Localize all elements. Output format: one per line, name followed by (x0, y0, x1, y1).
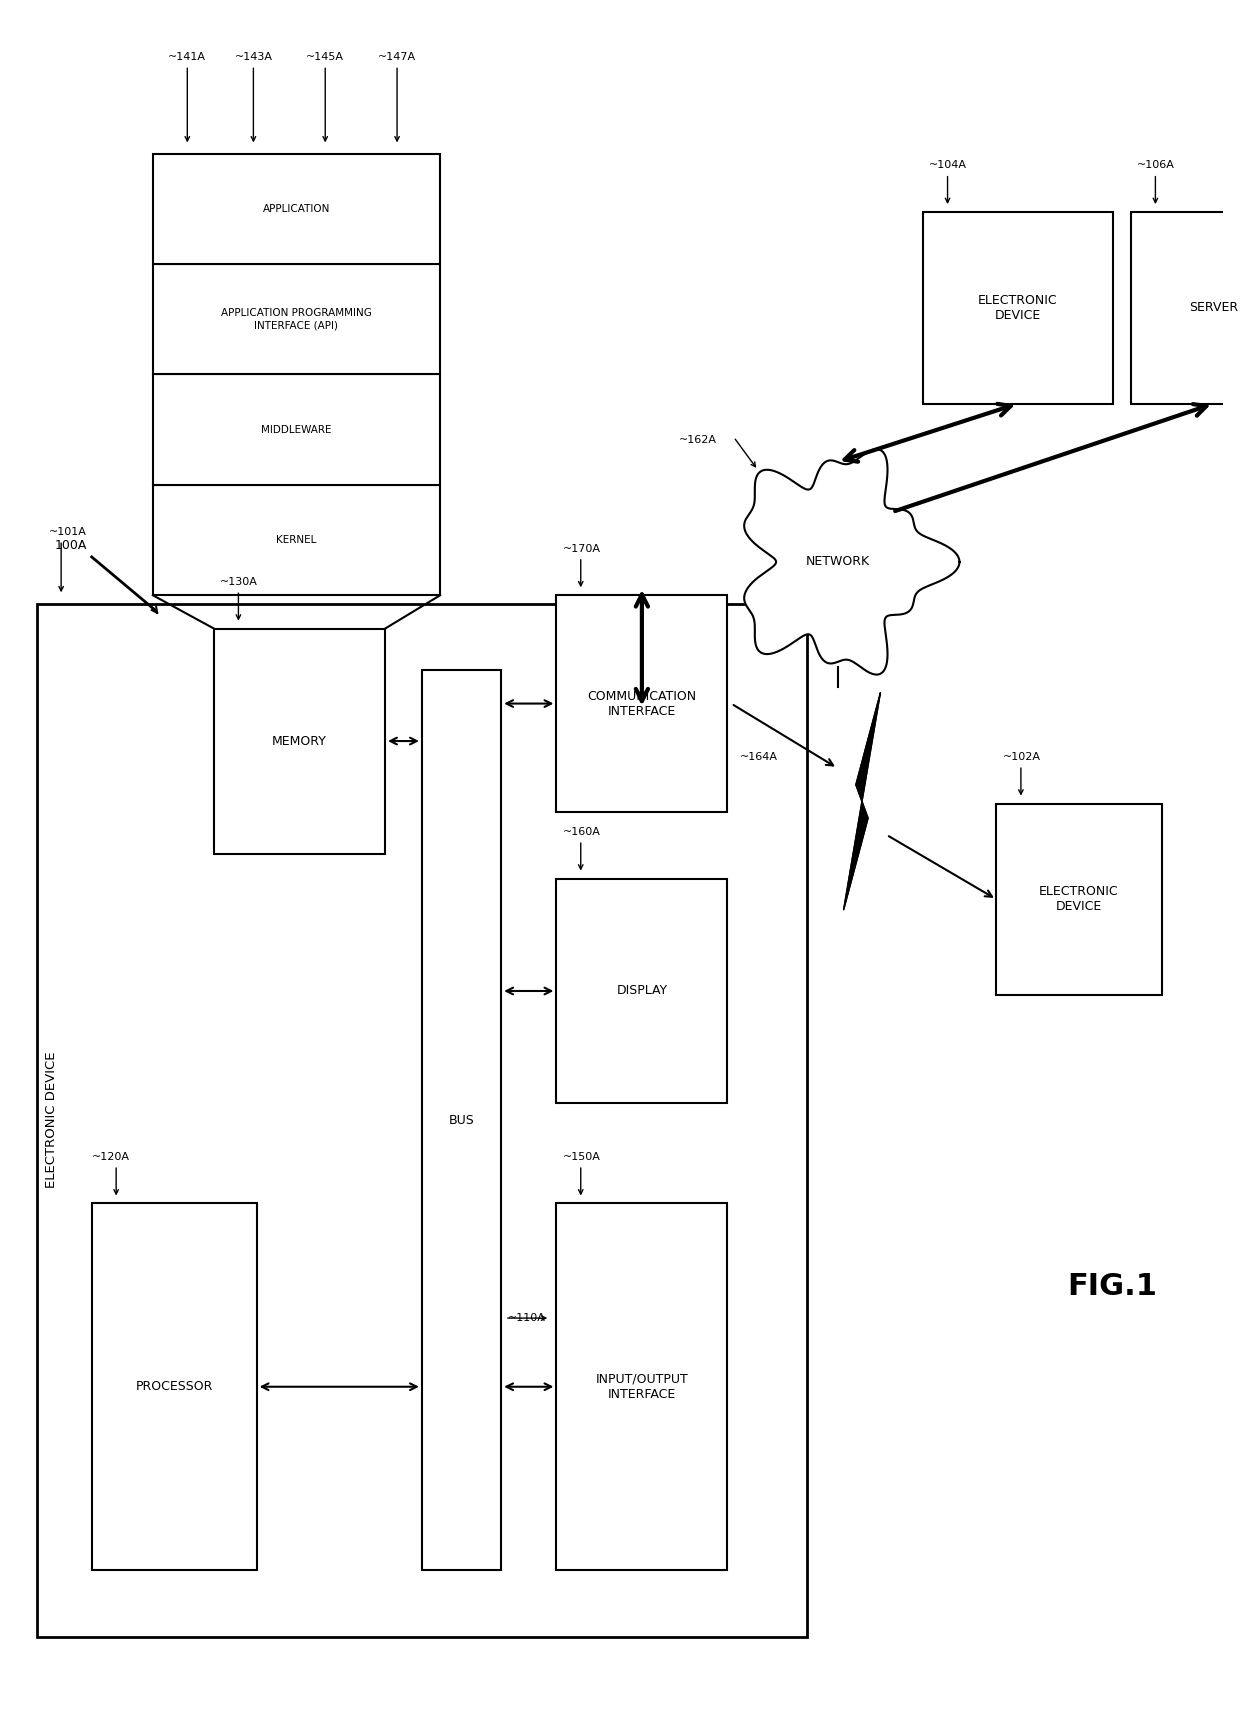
Bar (153, 375, 440, 485)
Text: SERVER: SERVER (1189, 301, 1238, 315)
Bar (422, 671, 501, 1570)
Bar (557, 595, 728, 812)
Bar (1131, 212, 1240, 404)
Text: ~130A: ~130A (219, 576, 258, 587)
Bar (215, 628, 386, 853)
Text: ~102A: ~102A (1003, 752, 1040, 762)
Bar (92, 1204, 257, 1570)
Text: COMMUNICATION
INTERFACE: COMMUNICATION INTERFACE (588, 690, 697, 717)
Text: ~104A: ~104A (929, 160, 967, 170)
Text: ELECTRONIC
DEVICE: ELECTRONIC DEVICE (978, 294, 1058, 322)
Bar (997, 803, 1162, 996)
Text: ~162A: ~162A (678, 435, 717, 445)
Bar (557, 1204, 728, 1570)
Text: ~110A: ~110A (507, 1312, 546, 1323)
Text: ~160A: ~160A (563, 827, 600, 838)
Text: ~106A: ~106A (1137, 160, 1176, 170)
Text: 100A: 100A (55, 538, 87, 552)
Text: ~150A: ~150A (563, 1152, 600, 1161)
Text: APPLICATION PROGRAMMING
INTERFACE (API): APPLICATION PROGRAMMING INTERFACE (API) (221, 308, 372, 330)
Text: INPUT/OUTPUT
INTERFACE: INPUT/OUTPUT INTERFACE (595, 1373, 688, 1400)
Text: MEMORY: MEMORY (272, 734, 327, 748)
Text: ~164A: ~164A (740, 752, 777, 762)
Text: ~170A: ~170A (563, 544, 600, 554)
Text: ELECTRONIC
DEVICE: ELECTRONIC DEVICE (1039, 886, 1118, 913)
Polygon shape (843, 693, 880, 910)
Bar (153, 265, 440, 375)
Text: ELECTRONIC DEVICE: ELECTRONIC DEVICE (45, 1053, 58, 1189)
Text: ~145A: ~145A (306, 52, 345, 62)
Bar (37, 604, 807, 1637)
Text: APPLICATION: APPLICATION (263, 205, 330, 213)
Bar (153, 153, 440, 265)
Text: ~141A: ~141A (169, 52, 206, 62)
Text: ~143A: ~143A (234, 52, 273, 62)
Bar (557, 879, 728, 1104)
Text: DISPLAY: DISPLAY (616, 984, 667, 998)
Text: KERNEL: KERNEL (277, 535, 316, 545)
Text: BUS: BUS (449, 1113, 475, 1127)
Text: FIG.1: FIG.1 (1068, 1273, 1158, 1302)
Text: ~101A: ~101A (48, 526, 87, 537)
Polygon shape (744, 449, 960, 674)
Text: MIDDLEWARE: MIDDLEWARE (262, 425, 332, 435)
Bar (923, 212, 1112, 404)
Text: NETWORK: NETWORK (806, 556, 869, 568)
Text: ~147A: ~147A (378, 52, 417, 62)
Text: PROCESSOR: PROCESSOR (135, 1379, 213, 1393)
Bar (153, 485, 440, 595)
Text: ~120A: ~120A (92, 1152, 130, 1161)
